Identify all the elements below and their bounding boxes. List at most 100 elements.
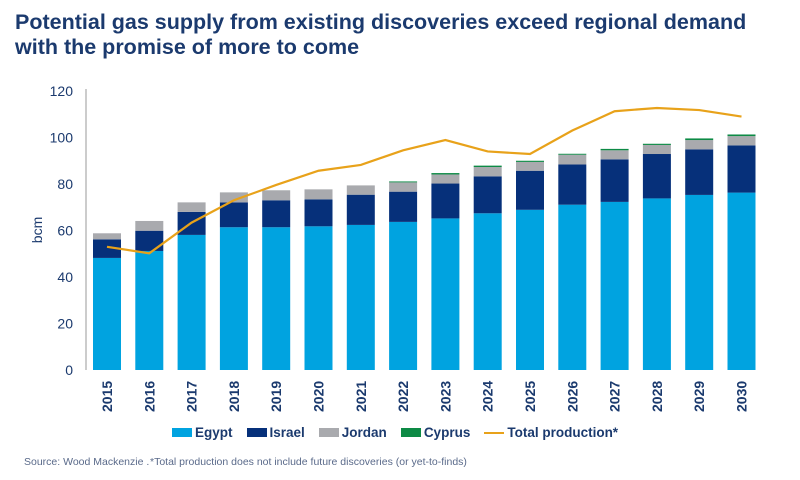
x-tick-label: 2028: [649, 381, 665, 412]
bar-jordan-2016: [135, 220, 164, 231]
y-tick-label: 20: [57, 316, 73, 332]
bar-jordan-2025: [516, 161, 544, 171]
bar-israel-2021: [346, 194, 375, 225]
y-axis-label: bcm: [29, 217, 45, 243]
y-tick-label: 100: [50, 130, 74, 146]
bar-cyprus-2024: [473, 165, 502, 168]
legend-swatch-cyprus: [400, 428, 421, 437]
bar-israel-2018: [219, 202, 248, 228]
bar-israel-2019: [262, 200, 291, 228]
x-tick-label: 2015: [99, 381, 115, 412]
bar-jordan-2018: [219, 192, 248, 203]
bar-egypt-2017: [177, 234, 206, 370]
x-tick-label: 2026: [564, 381, 580, 412]
bar-jordan-2029: [685, 140, 714, 150]
bar-egypt-2015: [93, 257, 121, 370]
bar-cyprus-2029: [685, 138, 714, 141]
legend-label: Egypt: [195, 425, 233, 440]
bar-jordan-2015: [93, 233, 121, 240]
legend: Egypt Israel Jordan Cyprus Total product…: [172, 425, 618, 440]
bar-egypt-2022: [389, 221, 418, 370]
bar-israel-2023: [431, 183, 460, 219]
legend-item-egypt: Egypt: [172, 425, 233, 440]
y-tick-label: 40: [57, 269, 73, 285]
bar-cyprus-2023: [431, 173, 460, 175]
bar-cyprus-2028: [642, 143, 671, 145]
x-tick-label: 2021: [353, 381, 369, 412]
bar-jordan-2028: [642, 144, 671, 155]
x-tick-label: 2029: [691, 381, 707, 412]
x-tick-label: 2020: [311, 381, 327, 412]
bar-israel-2029: [685, 149, 714, 195]
legend-item-jordan: Jordan: [318, 425, 387, 440]
x-tick-label: 2016: [141, 381, 157, 412]
chart-title: Potential gas supply from existing disco…: [15, 10, 747, 59]
bar-israel-2016: [135, 230, 164, 251]
bar-jordan-2023: [431, 174, 460, 184]
source-note: Source: Wood Mackenzie .: [24, 456, 150, 468]
footnote: *Total production does not include futur…: [150, 456, 467, 468]
legend-label: Total production*: [507, 425, 619, 440]
bar-cyprus-2027: [600, 148, 629, 151]
y-tick-label: 60: [57, 223, 73, 239]
x-tick-label: 2017: [184, 381, 200, 412]
bar-jordan-2030: [727, 136, 756, 146]
bar-egypt-2030: [727, 192, 756, 370]
x-tick-label: 2025: [522, 381, 538, 412]
bar-egypt-2026: [558, 204, 587, 370]
legend-label: Cyprus: [423, 425, 471, 440]
x-tick-label: 2018: [226, 381, 242, 412]
bar-egypt-2021: [346, 224, 375, 370]
legend-swatch-jordan: [318, 428, 339, 437]
bar-egypt-2020: [304, 226, 333, 370]
legend-swatch-israel: [246, 428, 267, 437]
legend-swatch-total: [484, 431, 505, 434]
bar-israel-2024: [473, 176, 502, 214]
bar-cyprus-2026: [558, 153, 587, 155]
x-tick-label: 2027: [607, 381, 623, 412]
bar-jordan-2022: [389, 182, 418, 192]
bar-jordan-2019: [262, 190, 291, 201]
x-tick-label: 2024: [480, 381, 496, 412]
bar-jordan-2027: [600, 150, 629, 160]
bar-israel-2026: [558, 164, 587, 205]
y-tick-label: 120: [50, 83, 74, 99]
x-tick-label: 2019: [268, 381, 284, 412]
bar-israel-2015: [93, 239, 121, 258]
bar-egypt-2029: [685, 194, 714, 370]
bar-cyprus-2030: [727, 134, 756, 137]
x-tick-label: 2023: [437, 381, 453, 412]
bar-egypt-2023: [431, 218, 460, 370]
legend-item-total: Total production*: [484, 425, 618, 440]
bar-jordan-2017: [177, 202, 206, 212]
bar-egypt-2028: [642, 198, 671, 370]
bar-cyprus-2022: [389, 181, 418, 183]
y-tick-label: 0: [65, 362, 73, 378]
bar-egypt-2016: [135, 250, 164, 370]
bar-egypt-2027: [600, 201, 629, 370]
legend-item-cyprus: Cyprus: [400, 425, 471, 440]
legend-label: Jordan: [341, 425, 387, 440]
bar-israel-2022: [389, 191, 418, 222]
x-tick-label: 2030: [734, 381, 750, 412]
bar-jordan-2021: [346, 185, 375, 195]
legend-label: Israel: [269, 425, 305, 440]
x-tick-label: 2022: [395, 381, 411, 412]
y-tick-label: 80: [57, 176, 73, 192]
bar-jordan-2026: [558, 154, 587, 165]
bar-egypt-2025: [516, 209, 544, 370]
bar-egypt-2018: [219, 227, 248, 370]
bar-jordan-2020: [304, 189, 333, 200]
bar-jordan-2024: [473, 167, 502, 177]
bar-israel-2028: [642, 154, 671, 199]
bar-israel-2025: [516, 170, 544, 210]
legend-swatch-egypt: [172, 428, 192, 437]
total-production-line: [106, 106, 742, 255]
bar-egypt-2024: [473, 213, 502, 370]
legend-item-israel: Israel: [246, 425, 305, 440]
bar-cyprus-2025: [516, 160, 544, 162]
bar-egypt-2019: [262, 227, 291, 370]
bar-israel-2020: [304, 199, 333, 227]
bar-israel-2030: [727, 145, 756, 193]
